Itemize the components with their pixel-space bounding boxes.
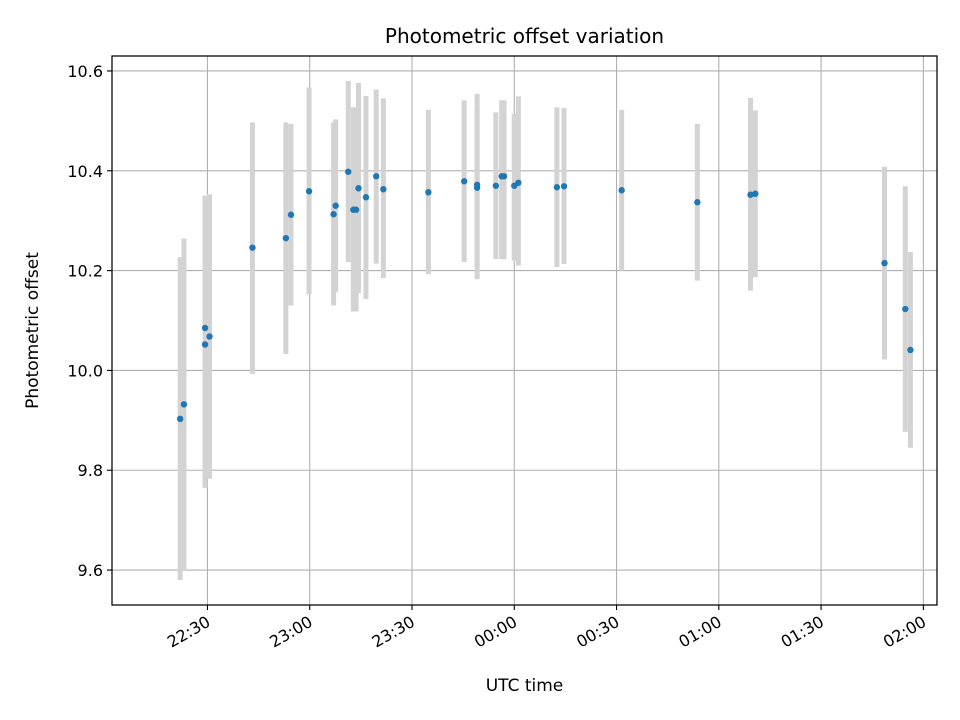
y-tick-label: 10.2 [67, 262, 103, 281]
data-point [201, 341, 209, 348]
data-point [373, 173, 380, 180]
data-points [176, 168, 914, 423]
data-point [515, 179, 522, 186]
data-point [907, 346, 914, 354]
data-point [305, 188, 313, 195]
chart-title: Photometric offset variation [385, 24, 664, 48]
data-point [694, 199, 701, 206]
data-point [282, 234, 290, 242]
y-axis-label: Photometric offset [23, 252, 43, 409]
y-axis-ticks: 9.6 9.8 10.0 10.2 10.4 10.6 [67, 62, 112, 580]
data-point [330, 211, 337, 218]
data-point [902, 305, 909, 313]
data-point [201, 324, 209, 332]
y-tick-label: 10.0 [67, 361, 103, 380]
data-point [176, 415, 184, 423]
data-point [473, 181, 481, 188]
data-point [249, 244, 256, 251]
data-point [500, 173, 508, 180]
grid-lines [112, 56, 937, 605]
data-point [460, 178, 468, 185]
data-point [332, 202, 339, 209]
x-axis-label: UTC time [486, 676, 564, 696]
data-point [380, 186, 387, 193]
data-point [618, 187, 625, 194]
data-point [553, 184, 561, 191]
data-point [352, 206, 360, 213]
data-point [362, 194, 370, 201]
y-tick-label: 9.8 [78, 461, 103, 480]
y-tick-label: 10.4 [67, 162, 103, 181]
data-point [345, 168, 352, 175]
data-point [287, 211, 295, 218]
data-point [747, 191, 754, 198]
data-point [752, 190, 759, 197]
data-point [355, 185, 362, 192]
data-point [206, 333, 213, 340]
data-point [560, 183, 568, 190]
data-point [425, 189, 432, 196]
y-tick-label: 9.6 [78, 561, 103, 580]
plot-area-frame [111, 55, 938, 606]
data-point [881, 259, 888, 267]
data-point [180, 401, 188, 408]
data-point [492, 182, 500, 189]
y-tick-label: 10.6 [67, 62, 103, 81]
